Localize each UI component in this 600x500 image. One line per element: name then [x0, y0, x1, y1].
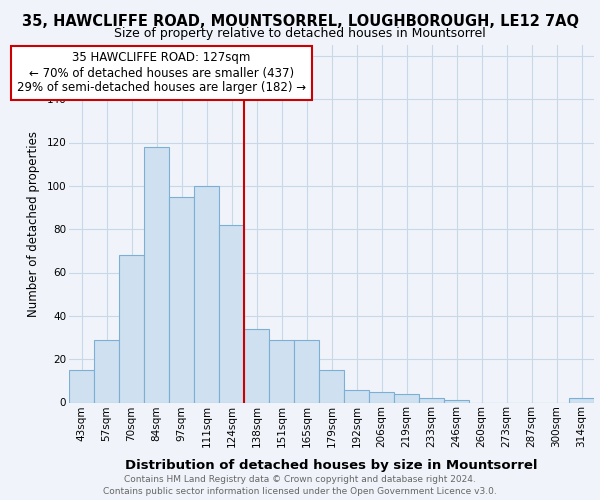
Bar [369, 392, 394, 402]
Bar [244, 329, 269, 402]
Bar [344, 390, 369, 402]
X-axis label: Distribution of detached houses by size in Mountsorrel: Distribution of detached houses by size … [125, 458, 538, 471]
Bar [169, 196, 194, 402]
Bar [294, 340, 319, 402]
Bar [419, 398, 444, 402]
Bar [219, 225, 244, 402]
Bar [569, 398, 594, 402]
Bar [94, 340, 119, 402]
Y-axis label: Number of detached properties: Number of detached properties [26, 130, 40, 317]
Bar [119, 255, 144, 402]
Bar [269, 340, 294, 402]
Text: Size of property relative to detached houses in Mountsorrel: Size of property relative to detached ho… [114, 28, 486, 40]
Text: Contains HM Land Registry data © Crown copyright and database right 2024.
Contai: Contains HM Land Registry data © Crown c… [103, 475, 497, 496]
Bar [319, 370, 344, 402]
Bar [194, 186, 219, 402]
Bar [394, 394, 419, 402]
Bar [144, 147, 169, 403]
Bar [69, 370, 94, 402]
Text: 35, HAWCLIFFE ROAD, MOUNTSORREL, LOUGHBOROUGH, LE12 7AQ: 35, HAWCLIFFE ROAD, MOUNTSORREL, LOUGHBO… [22, 14, 578, 29]
Text: 35 HAWCLIFFE ROAD: 127sqm
← 70% of detached houses are smaller (437)
29% of semi: 35 HAWCLIFFE ROAD: 127sqm ← 70% of detac… [17, 52, 306, 94]
Bar [444, 400, 469, 402]
